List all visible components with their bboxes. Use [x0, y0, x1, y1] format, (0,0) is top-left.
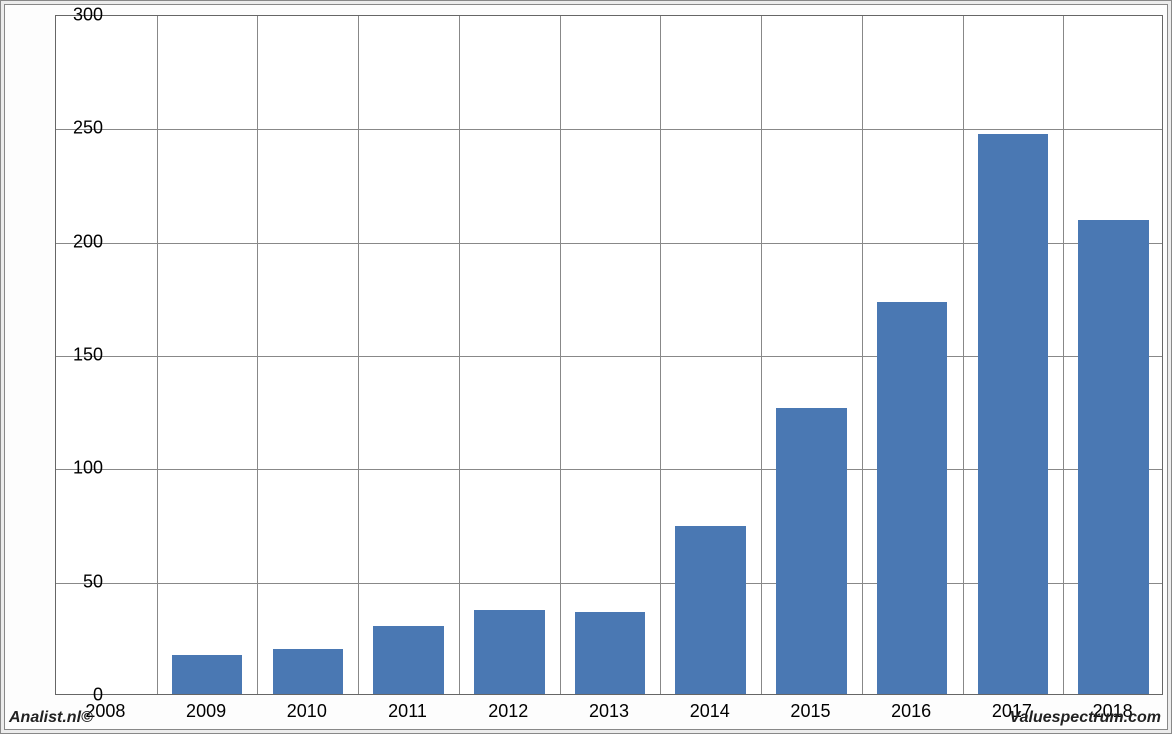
- bar: [776, 408, 847, 694]
- xtick-label: 2010: [287, 701, 327, 722]
- bar: [474, 610, 545, 694]
- bar: [877, 302, 948, 694]
- xtick-label: 2009: [186, 701, 226, 722]
- gridline-v: [358, 16, 359, 694]
- gridline-v: [862, 16, 863, 694]
- bar: [273, 649, 344, 694]
- gridline-v: [1063, 16, 1064, 694]
- ytick-label: 100: [55, 458, 103, 479]
- chart-frame: 050100150200250300 200820092010201120122…: [0, 0, 1172, 734]
- gridline-v: [660, 16, 661, 694]
- xtick-label: 2014: [690, 701, 730, 722]
- xtick-label: 2013: [589, 701, 629, 722]
- xtick-label: 2016: [891, 701, 931, 722]
- ytick-label: 150: [55, 345, 103, 366]
- bar: [172, 655, 243, 694]
- xtick-label: 2011: [388, 701, 427, 722]
- gridline-v: [560, 16, 561, 694]
- bar: [978, 134, 1049, 694]
- gridline-v: [459, 16, 460, 694]
- bar: [575, 612, 646, 694]
- plot-area: [55, 15, 1163, 695]
- footer-left: Analist.nl©: [9, 709, 93, 727]
- bar: [373, 626, 444, 694]
- ytick-label: 300: [55, 5, 103, 26]
- ytick-label: 250: [55, 118, 103, 139]
- ytick-label: 50: [55, 571, 103, 592]
- gridline-v: [157, 16, 158, 694]
- ytick-label: 200: [55, 231, 103, 252]
- footer-right: Valuespectrum.com: [1010, 709, 1161, 727]
- gridline-h: [56, 129, 1162, 130]
- bar: [1078, 220, 1149, 694]
- chart-inner: 050100150200250300 200820092010201120122…: [4, 4, 1168, 730]
- xtick-label: 2015: [790, 701, 830, 722]
- xtick-label: 2012: [488, 701, 528, 722]
- gridline-v: [761, 16, 762, 694]
- gridline-v: [963, 16, 964, 694]
- gridline-v: [257, 16, 258, 694]
- bar: [675, 526, 746, 694]
